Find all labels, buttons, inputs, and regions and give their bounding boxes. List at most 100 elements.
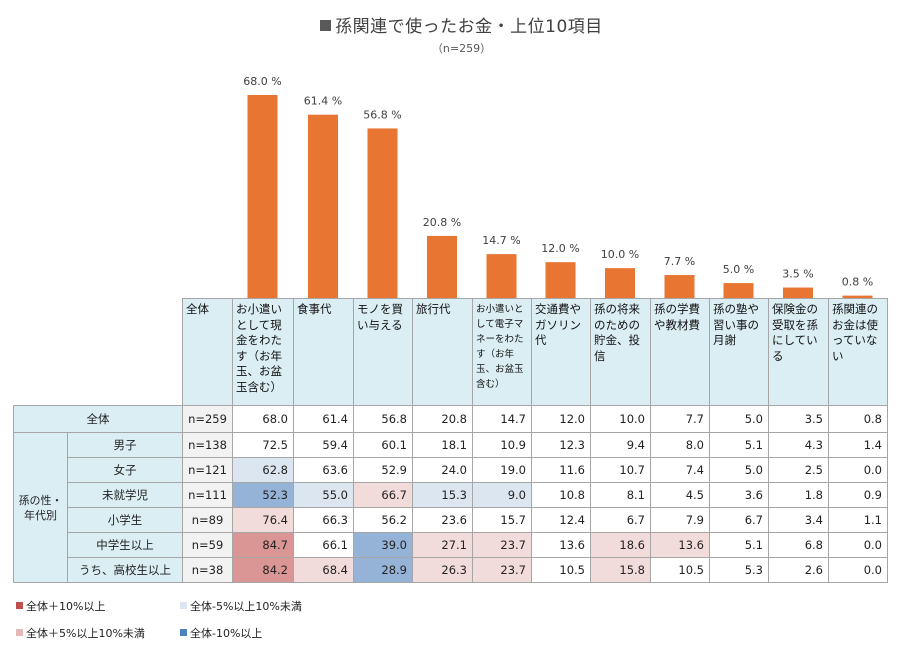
value-cell: 59.4 — [293, 432, 354, 458]
legend-item-minus10: 全体-10%以上 — [180, 625, 262, 641]
bar-value-label: 20.8 % — [423, 216, 461, 229]
value-cell: 10.5 — [531, 557, 591, 583]
column-header: 交通費やガソリン代 — [531, 298, 591, 406]
value-cell: 39.0 — [353, 532, 413, 558]
bar-chart: 68.0 % 61.4 % 56.8 % 20.8 % 14.7 % 12.0 % 10.0… — [243, 75, 873, 298]
value-cell: 23.7 — [472, 532, 532, 558]
row-label: 中学生以上 — [67, 532, 183, 558]
table-row: 孫の性・ 年代別 男子 n=138 72.5 59.4 60.1 18.1 10.9 12.3 9.… — [13, 432, 888, 583]
bar — [308, 114, 338, 298]
value-cell: 26.3 — [412, 557, 473, 583]
row-label: 小学生 — [67, 507, 183, 533]
table-row: うち、高校生以上 n=38 84.2 68.4 28.9 26.3 23.7 10.5 15.8… — [14, 557, 888, 583]
bar-value-label: 7.7 % — [664, 255, 695, 268]
value-cell: 84.7 — [232, 532, 294, 558]
value-cell: 0.0 — [828, 457, 888, 483]
column-header: モノを買い与える — [353, 298, 413, 406]
legend-swatch-icon — [180, 629, 187, 636]
chart-subtitle: （n=259） — [431, 42, 492, 55]
legend-swatch-icon — [16, 629, 23, 636]
bar-value-label: 12.0 % — [541, 242, 579, 255]
value-cell: 56.2 — [353, 507, 413, 533]
legend-swatch-icon — [16, 602, 23, 609]
value-cell: 0.8 — [828, 405, 888, 433]
value-cell: 3.4 — [768, 507, 829, 533]
row-label: うち、高校生以上 — [67, 557, 183, 583]
bar-value-label: 56.8 % — [363, 108, 401, 121]
bar — [367, 128, 398, 298]
sample-size: n=111 — [182, 482, 233, 508]
legend-swatch-icon — [180, 602, 187, 609]
column-header: 孫の塾や習い事の月謝 — [709, 298, 769, 406]
group-label-line: 年代別 — [24, 508, 57, 522]
table-row: 全体 n=259 68.0 61.4 56.8 20.8 14.7 12.0 10.0 7.7 5.… — [13, 405, 888, 433]
value-cell: 1.1 — [828, 507, 888, 533]
bar-value-label: 5.0 % — [723, 263, 754, 276]
column-header: 旅行代 — [412, 298, 473, 406]
row-label: 女子 — [67, 457, 183, 483]
bar — [783, 287, 813, 298]
legend-item-plus10: 全体＋10%以上 — [16, 598, 105, 614]
value-cell: 19.0 — [472, 457, 532, 483]
header-total: 全体 — [182, 298, 233, 406]
value-cell: 5.3 — [709, 557, 769, 583]
value-cell: 0.0 — [828, 532, 888, 558]
value-cell: 9.4 — [590, 432, 651, 458]
value-cell: 5.1 — [709, 432, 769, 458]
row-label: 全体 — [13, 405, 183, 433]
value-cell: 66.3 — [293, 507, 354, 533]
data-table: 全体 お小遣いとして現金をわたす（お年玉、お盆玉含む） 食事代 モノを買い与える 旅行代… — [13, 298, 888, 583]
value-cell: 14.7 — [472, 405, 532, 433]
value-cell: 68.0 — [232, 405, 294, 433]
value-cell: 3.6 — [709, 482, 769, 508]
value-cell: 0.0 — [828, 557, 888, 583]
value-cell: 66.1 — [293, 532, 354, 558]
value-cell: 15.3 — [412, 482, 473, 508]
value-cell: 11.6 — [531, 457, 591, 483]
value-cell: 61.4 — [293, 405, 354, 433]
value-cell: 72.5 — [232, 432, 294, 458]
bar — [486, 254, 517, 298]
value-cell: 1.4 — [828, 432, 888, 458]
column-header: 孫の将来のための貯金、投信 — [590, 298, 651, 406]
value-cell: 4.5 — [650, 482, 710, 508]
blank-corner — [14, 299, 183, 406]
table-row: 女子 n=121 62.8 63.6 52.9 24.0 19.0 11.6 10.7 7.4 5.… — [14, 457, 888, 483]
column-header: お小遣いとして現金をわたす（お年玉、お盆玉含む） — [232, 298, 294, 406]
value-cell: 10.8 — [531, 482, 591, 508]
column-header: 食事代 — [293, 298, 354, 406]
value-cell: 8.1 — [590, 482, 651, 508]
value-cell: 28.9 — [353, 557, 413, 583]
value-cell: 2.5 — [768, 457, 829, 483]
value-cell: 10.5 — [650, 557, 710, 583]
bar — [723, 283, 754, 298]
value-cell: 56.8 — [353, 405, 413, 433]
value-cell: 13.6 — [531, 532, 591, 558]
value-cell: 84.2 — [232, 557, 294, 583]
chart-title: 孫関連で使ったお金・上位10項目 — [0, 12, 923, 37]
sample-size: n=89 — [182, 507, 233, 533]
bar — [247, 95, 278, 298]
value-cell: 60.1 — [353, 432, 413, 458]
value-cell: 5.0 — [709, 457, 769, 483]
sample-size: n=138 — [182, 432, 233, 458]
value-cell: 6.7 — [709, 507, 769, 533]
value-cell: 3.5 — [768, 405, 829, 433]
value-cell: 5.1 — [709, 532, 769, 558]
value-cell: 5.0 — [709, 405, 769, 433]
bar-value-label: 10.0 % — [601, 248, 639, 261]
column-header: 保険金の受取を孫にしている — [768, 298, 829, 406]
column-header: お小遣いとして電子マネーをわたす（お年玉、お盆玉含む） — [472, 298, 532, 406]
bar — [842, 295, 873, 298]
value-cell: 24.0 — [412, 457, 473, 483]
bar — [545, 262, 576, 298]
bar — [605, 268, 635, 298]
value-cell: 8.0 — [650, 432, 710, 458]
value-cell: 66.7 — [353, 482, 413, 508]
value-cell: 6.7 — [590, 507, 651, 533]
table-row: 未就学児 n=111 52.3 55.0 66.7 15.3 9.0 10.8 8.1 4.5 3.… — [14, 482, 888, 508]
column-header: 孫の学費や教材費 — [650, 298, 710, 406]
value-cell: 18.1 — [412, 432, 473, 458]
legend-item-minus5: 全体-5%以上10%未満 — [180, 598, 302, 614]
value-cell: 15.7 — [472, 507, 532, 533]
